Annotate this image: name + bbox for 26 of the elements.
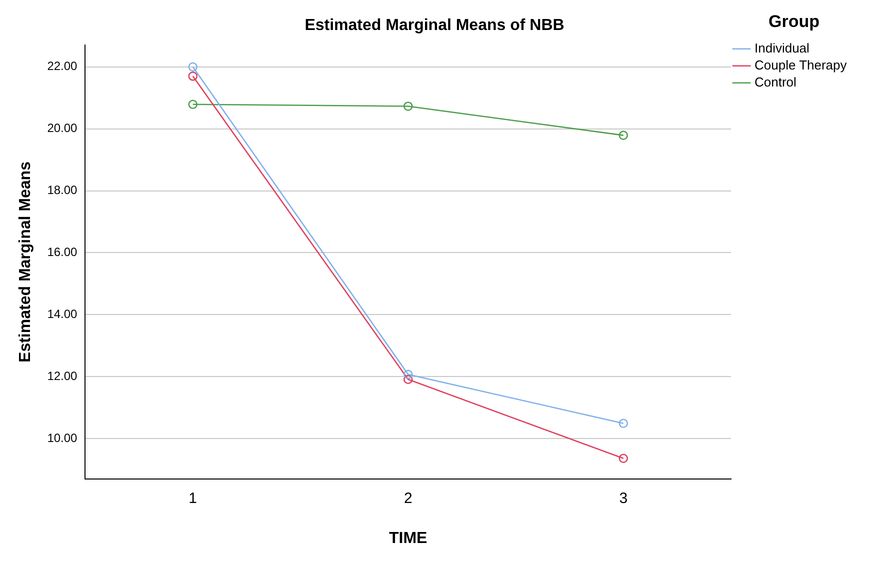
y-tick-label: 14.00 (47, 306, 78, 321)
legend-label: Individual (754, 40, 810, 56)
y-tick-label: 22.00 (47, 59, 78, 74)
x-tick-label: 3 (619, 490, 628, 507)
point (403, 374, 413, 384)
y-tick-label: 12.00 (47, 368, 78, 383)
y-tick-label: 10.00 (47, 430, 78, 445)
point (618, 454, 628, 464)
legend-title: Group (768, 12, 820, 32)
point (188, 62, 198, 72)
x-axis-title: TIME (389, 530, 428, 547)
point (618, 418, 628, 428)
x-tick-label: 1 (188, 490, 198, 507)
legend-label: Couple Therapy (754, 57, 848, 72)
point (403, 370, 413, 380)
point (188, 100, 198, 110)
y-axis-title: Estimated Marginal Means (17, 161, 34, 362)
point (403, 102, 413, 111)
y-tick-label: 20.00 (47, 121, 78, 136)
x-tick-label: 2 (404, 490, 412, 507)
y-tick-label: 16.00 (47, 245, 78, 260)
point (188, 72, 198, 81)
point (618, 130, 628, 140)
chart-title: Estimated Marginal Means of NBB (304, 17, 564, 34)
y-tick-label: 18.00 (47, 183, 78, 198)
legend-label: Control (754, 74, 797, 90)
